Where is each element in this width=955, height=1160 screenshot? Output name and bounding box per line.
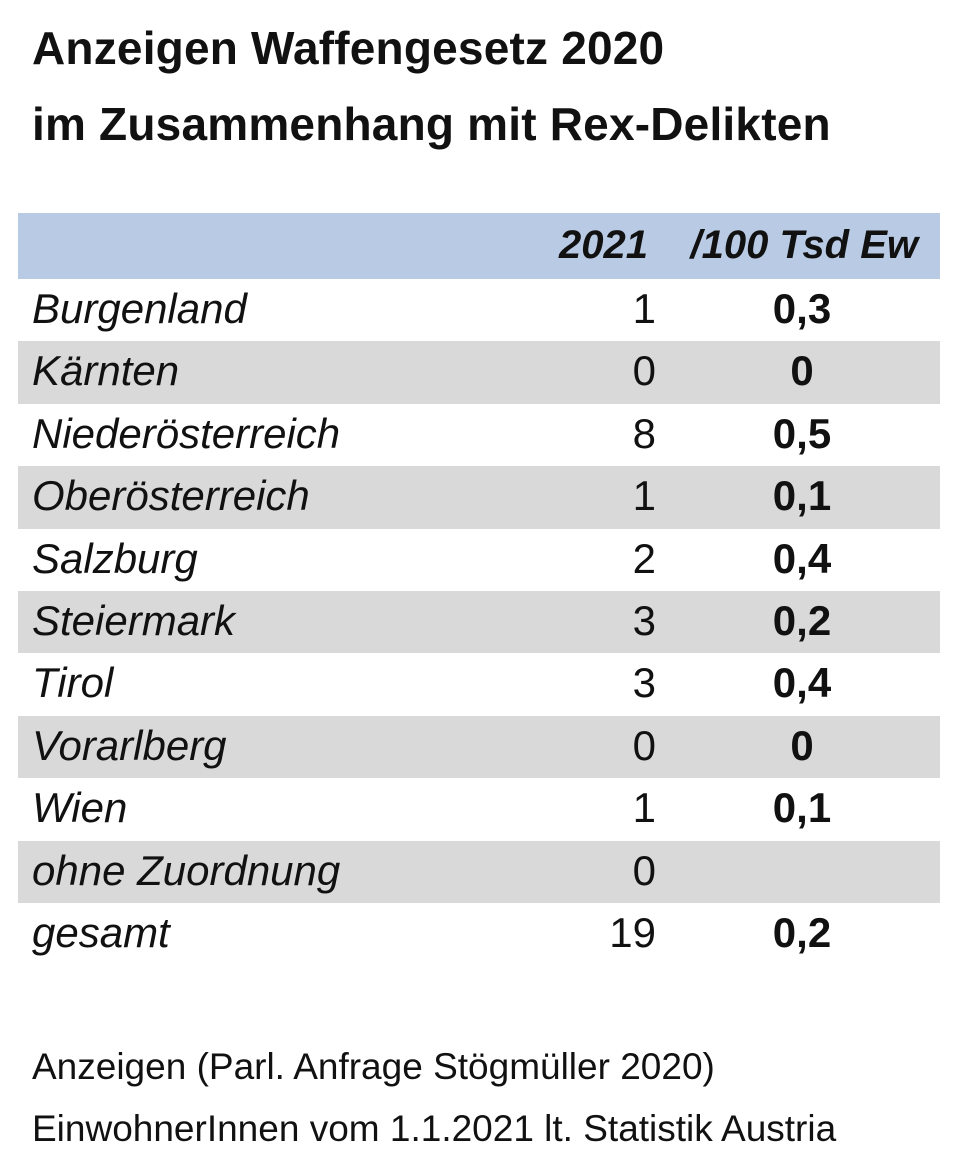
row-rate: 0,2 bbox=[772, 596, 832, 644]
row-count: 1 bbox=[632, 784, 656, 832]
table-row: Tirol 3 0,4 bbox=[18, 653, 940, 715]
source-note-2: EinwohnerInnen vom 1.1.2021 lt. Statisti… bbox=[32, 1108, 837, 1149]
row-rate: 0,3 bbox=[772, 285, 832, 332]
page-title: Anzeigen Waffengesetz 2020 im Zusammenha… bbox=[32, 10, 831, 162]
header-year: 2021 bbox=[559, 223, 648, 267]
row-count: 8 bbox=[632, 409, 656, 457]
title-line-1: Anzeigen Waffengesetz 2020 bbox=[32, 22, 665, 74]
table-row: Vorarlberg 0 0 bbox=[18, 715, 940, 779]
row-name: ohne Zuordnung bbox=[32, 846, 341, 894]
row-rate: 0,2 bbox=[772, 908, 832, 956]
title-line-2: im Zusammenhang mit Rex-Delikten bbox=[32, 98, 831, 150]
row-name: Tirol bbox=[32, 659, 114, 707]
row-name: Niederösterreich bbox=[32, 409, 341, 457]
row-rate: 0,5 bbox=[772, 409, 832, 457]
row-count: 1 bbox=[632, 285, 656, 332]
row-count: 0 bbox=[632, 721, 656, 769]
footnotes: Anzeigen (Parl. Anfrage Stögmüller 2020)… bbox=[32, 1036, 836, 1160]
row-rate: 0,1 bbox=[772, 784, 832, 832]
table-row: Wien 1 0,1 bbox=[18, 778, 940, 840]
row-rate: 0,4 bbox=[772, 534, 832, 582]
row-name: Salzburg bbox=[32, 534, 198, 582]
row-count: 2 bbox=[632, 534, 656, 582]
row-rate: 0,4 bbox=[772, 659, 832, 707]
table-row: Kärnten 0 0 bbox=[18, 341, 940, 404]
table-row: Oberösterreich 1 0,1 bbox=[18, 466, 940, 529]
row-count: 0 bbox=[632, 347, 656, 395]
row-name: Steiermark bbox=[32, 596, 236, 644]
row-count: 1 bbox=[632, 472, 656, 520]
table-row: gesamt 19 0,2 bbox=[18, 903, 940, 965]
header-rate: /100 Tsd Ew bbox=[690, 223, 919, 267]
row-name: Kärnten bbox=[32, 347, 180, 395]
table-row: Niederösterreich 8 0,5 bbox=[18, 404, 940, 466]
row-rate: 0,1 bbox=[772, 472, 832, 520]
row-name: Oberösterreich bbox=[32, 472, 310, 520]
row-count: 19 bbox=[609, 908, 656, 956]
data-table: 2021 /100 Tsd Ew Burgenland 1 0,3 Kärnten 0 0… bbox=[18, 213, 940, 965]
row-count: 3 bbox=[632, 596, 656, 644]
row-name: Wien bbox=[32, 784, 128, 832]
row-rate: 0 bbox=[790, 347, 814, 395]
row-rate: 0 bbox=[790, 721, 814, 769]
table-body: Burgenland 1 0,3 Kärnten 0 0 Niederösterreich 8… bbox=[18, 279, 940, 965]
row-count: 0 bbox=[632, 846, 656, 894]
row-name: Vorarlberg bbox=[32, 721, 227, 769]
row-name: gesamt bbox=[32, 908, 170, 956]
row-name: Burgenland bbox=[32, 285, 247, 332]
table-row: Steiermark 3 0,2 bbox=[18, 590, 940, 654]
row-count: 3 bbox=[632, 659, 656, 707]
table-row: ohne Zuordnung 0 bbox=[18, 840, 940, 903]
table-row: Burgenland 1 0,3 bbox=[18, 279, 940, 341]
source-note-1: Anzeigen (Parl. Anfrage Stögmüller 2020) bbox=[32, 1046, 715, 1087]
table-row: Salzburg 2 0,4 bbox=[18, 529, 940, 591]
table-header: 2021 /100 Tsd Ew bbox=[18, 213, 940, 279]
